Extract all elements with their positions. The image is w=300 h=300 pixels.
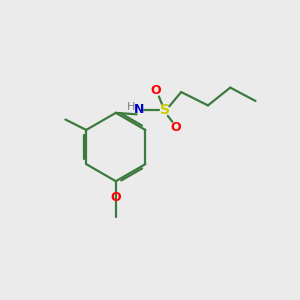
Text: H: H: [127, 102, 135, 112]
Text: O: O: [110, 191, 121, 204]
Text: N: N: [134, 103, 144, 116]
Text: O: O: [170, 121, 181, 134]
Text: S: S: [160, 103, 170, 117]
Text: O: O: [151, 84, 161, 97]
